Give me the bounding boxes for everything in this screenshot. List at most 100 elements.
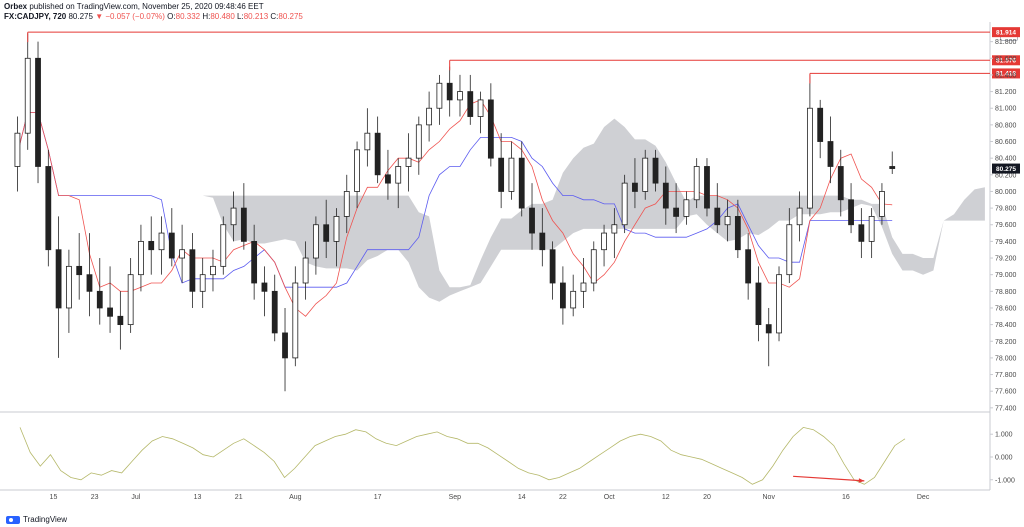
symbol-info: FX:CADJPY, 720 80.275 ▼ −0.057 (−0.07%) … [4, 12, 303, 21]
candle [683, 191, 690, 225]
candle-body [426, 107, 433, 126]
price-tick-label: 78.800 [995, 289, 1017, 296]
tradingview-logo-icon [6, 515, 20, 524]
price-tick-label: 80.800 [995, 122, 1017, 129]
candle [45, 149, 52, 267]
candle-body [312, 224, 319, 259]
time-tick-label: 17 [374, 494, 382, 501]
candle [76, 233, 83, 300]
candle [292, 266, 299, 367]
candle [158, 216, 165, 275]
time-tick-label: 15 [50, 494, 58, 501]
candle-body [601, 232, 607, 251]
time-tick-label: Nov [763, 494, 776, 501]
candle [765, 307, 772, 367]
candle-body [354, 149, 360, 192]
candle [240, 183, 247, 250]
candle [590, 241, 597, 292]
cloud-area [151, 112, 985, 302]
candle [333, 208, 340, 267]
candle-body [65, 265, 72, 309]
candle-body [827, 141, 834, 167]
time-tick-label: 21 [235, 494, 243, 501]
publish-info: Orbex published on TradingView.com, Nove… [4, 2, 264, 11]
price-tick-label: 78.000 [995, 355, 1017, 362]
candle-body [323, 224, 330, 242]
candle [621, 174, 628, 234]
candle [508, 141, 515, 200]
candle-body [96, 290, 103, 309]
candle-body [158, 232, 165, 251]
candle [796, 191, 803, 242]
kijun-sen-line [17, 112, 893, 288]
candle [168, 208, 175, 267]
tenkan-line [17, 99, 893, 317]
price-tick-label: 78.600 [995, 305, 1017, 312]
candle-body [374, 132, 381, 176]
time-tick-label: Sep [449, 494, 462, 501]
candle-body [148, 240, 155, 251]
candle-body [611, 224, 618, 234]
candle-body [724, 216, 731, 226]
divergence-arrow-head [858, 478, 865, 483]
resistance-label: 81.576 [996, 58, 1016, 65]
candle-body [590, 249, 597, 284]
candle [302, 241, 309, 300]
candle-body [570, 290, 577, 309]
low-label: L: [237, 12, 244, 21]
candle [745, 233, 752, 300]
candle [539, 208, 546, 267]
resistance-label-bg [992, 27, 1020, 38]
candle [107, 266, 113, 333]
candle [879, 183, 885, 225]
publisher-name: Orbex [4, 2, 28, 11]
candle-body [457, 91, 463, 101]
candle [642, 149, 649, 200]
candle [210, 249, 216, 292]
tradingview-brand[interactable]: TradingView [6, 515, 67, 524]
brand-name: TradingView [23, 515, 68, 524]
time-tick-label: 22 [559, 494, 567, 501]
close-value: 80.275 [278, 12, 303, 21]
resistance-level: 81.914 [27, 27, 1020, 43]
candle-body [24, 57, 31, 134]
candle [498, 133, 505, 209]
price-tick-label: 81.400 [995, 72, 1017, 79]
candle-body [282, 332, 288, 359]
candle-body [210, 265, 216, 276]
candle [179, 224, 186, 283]
candle [776, 266, 782, 342]
osc-tick-label: 0.000 [995, 454, 1013, 461]
candle-body [436, 82, 443, 109]
candle-body [220, 224, 227, 267]
candle-body [14, 132, 21, 167]
price-tick-label: 79.000 [995, 272, 1017, 279]
candle-body [76, 265, 83, 276]
candle-body [673, 207, 680, 217]
time-tick-label: 20 [703, 494, 711, 501]
candle-body [477, 99, 484, 117]
resistance-label: 81.914 [996, 29, 1016, 36]
candle-body [704, 166, 710, 209]
candle-body [621, 182, 628, 226]
candle [395, 158, 402, 209]
candle-body [35, 57, 41, 167]
candle [385, 149, 391, 200]
time-tick-label: Aug [289, 494, 302, 501]
candle [405, 133, 412, 192]
candle-body [138, 240, 144, 276]
tenkan-sen-line [17, 99, 893, 317]
price-tick-label: 80.600 [995, 139, 1017, 146]
candle-body [189, 249, 196, 292]
candle-body [55, 249, 62, 309]
candle [734, 199, 741, 259]
open-value: 80.332 [175, 12, 201, 21]
oscillator-pane: 1.000 0.000 -1.000 [19, 426, 1015, 485]
candle-body [806, 107, 813, 209]
candle-body [652, 157, 659, 184]
chart-frame [0, 22, 991, 491]
candle-body [755, 282, 762, 326]
price-tick-label: 81.000 [995, 106, 1017, 113]
time-tick-label: Dec [917, 494, 930, 501]
